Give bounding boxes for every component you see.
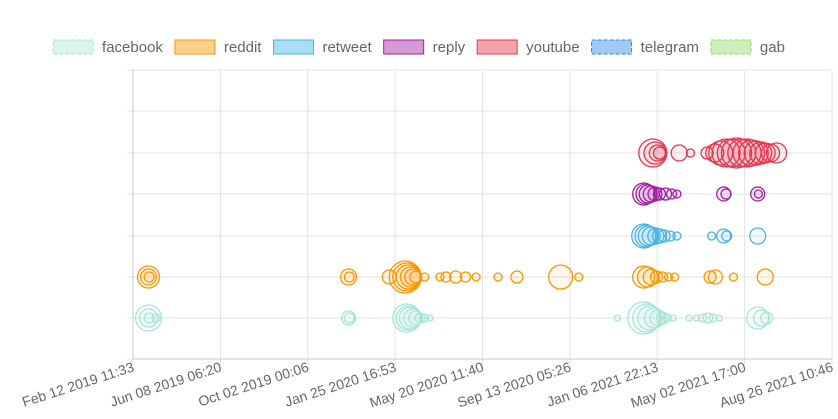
legend-item-youtube[interactable]: youtube (476, 39, 580, 56)
reply-bubble (720, 188, 732, 200)
youtube-bubble (760, 143, 781, 163)
facebook-bubble (420, 313, 430, 323)
legend-label: telegram (641, 39, 699, 56)
legend-item-telegram[interactable]: telegram (591, 39, 699, 56)
reply-bubble (658, 187, 673, 201)
facebook-bubble (692, 314, 701, 322)
retweet-bubble (657, 229, 671, 243)
legend-swatch (476, 39, 518, 55)
legend-label: retweet (322, 39, 372, 56)
reddit-bubble (728, 272, 739, 282)
youtube-bubble (700, 146, 714, 160)
youtube-bubble (743, 140, 769, 166)
youtube-bubble (652, 146, 667, 160)
legend: facebook reddit retweet reply youtube telegra… (52, 39, 785, 56)
legend-swatch (383, 39, 425, 55)
reddit-bubble (420, 272, 430, 282)
retweet-bubble (672, 231, 682, 241)
reddit-bubble (143, 271, 155, 283)
facebook-bubble (649, 309, 667, 327)
facebook-bubble (685, 314, 693, 322)
retweet-bubble (716, 228, 732, 244)
legend-label: reddit (224, 39, 262, 56)
legend-item-reddit[interactable]: reddit (174, 39, 262, 56)
legend-swatch (174, 39, 216, 55)
reddit-bubble (669, 272, 680, 282)
facebook-bubble (143, 312, 155, 324)
retweet-bubble (721, 230, 733, 242)
legend-swatch (52, 39, 94, 55)
reddit-bubble (642, 268, 660, 286)
facebook-bubble (752, 309, 771, 327)
reddit-bubble (703, 270, 717, 284)
legend-label: reply (433, 39, 466, 56)
retweet-bubble (664, 230, 676, 242)
facebook-bubble (662, 313, 672, 323)
reddit-bubble (548, 264, 574, 290)
retweet-bubble (706, 231, 717, 241)
reply-bubble (753, 189, 764, 199)
reddit-bubble (449, 270, 463, 284)
reddit-bubble (493, 272, 503, 282)
reddit-bubble (471, 272, 481, 282)
facebook-bubble (760, 311, 774, 325)
grid-lines (127, 69, 833, 365)
retweet-bubble (651, 228, 668, 244)
reddit-bubble (510, 270, 524, 284)
facebook-bubble (669, 314, 677, 322)
legend-item-retweet[interactable]: retweet (272, 39, 372, 56)
reply-bubble (672, 189, 682, 199)
legend-label: youtube (526, 39, 579, 56)
legend-label: facebook (102, 39, 163, 56)
reddit-bubble (649, 270, 664, 284)
facebook-bubble (715, 314, 723, 322)
reddit-bubble (409, 270, 423, 284)
reddit-bubble (574, 272, 584, 282)
legend-label: gab (760, 39, 785, 56)
reply-bubble (647, 186, 663, 202)
youtube-bubble (749, 141, 773, 165)
reddit-bubble (707, 269, 724, 285)
reddit-bubble (756, 268, 774, 286)
facebook-bubble (138, 308, 159, 328)
youtube-bubble (720, 137, 753, 169)
legend-item-reply[interactable]: reply (383, 39, 466, 56)
legend-swatch (710, 39, 752, 55)
facebook-bubble (426, 314, 434, 322)
reddit-bubble (440, 271, 452, 283)
youtube-bubble (670, 144, 688, 162)
youtube-bubble (765, 142, 788, 164)
legend-item-facebook[interactable]: facebook (52, 39, 163, 56)
youtube-bubble (754, 142, 776, 164)
reddit-bubble (343, 271, 355, 283)
legend-swatch (591, 39, 633, 55)
facebook-bubble (151, 313, 161, 323)
retweet-bubble (641, 226, 661, 246)
youtube-bubble (685, 148, 696, 158)
legend-swatch (272, 39, 314, 55)
reddit-bubble (459, 271, 472, 283)
legend-item-gab[interactable]: gab (710, 39, 785, 56)
facebook-bubble (343, 312, 355, 324)
retweet-bubble (749, 227, 767, 245)
facebook-bubble (613, 314, 621, 322)
data-bubbles (134, 137, 788, 335)
facebook-bubble (708, 313, 718, 323)
